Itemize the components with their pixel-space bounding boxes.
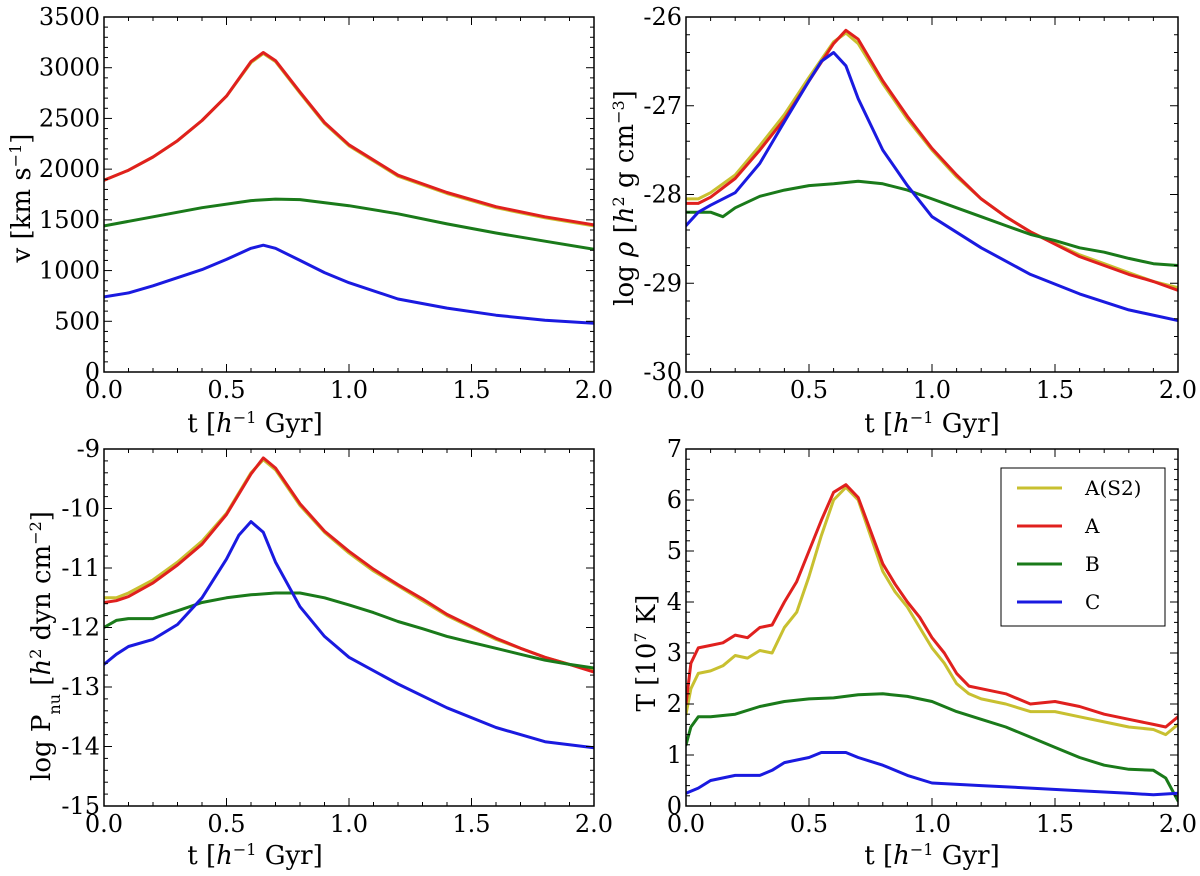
- legend-label-a-s2: A(S2): [1084, 476, 1141, 500]
- density-y-tick-label: -29: [643, 269, 682, 297]
- panel-temperature: 0.0 0.5 1.0 1.5 2.0 0 1 2 3 4 5 6 7 t [h−1 Gyr] T [1…: [631, 435, 1198, 871]
- temperature-y-tick-label: 1: [667, 741, 682, 769]
- panel-pressure: 0.0 0.5 1.0 1.5 2.0 -15 -14 -13 -12 -11 -10 -9 t [h…: [26, 435, 614, 871]
- velocity-y-tick-label: 3000: [39, 54, 100, 82]
- temperature-series-b-line: [686, 692, 1178, 803]
- density-series: [686, 28, 1178, 322]
- temperature-x-tick-label: 0.0: [667, 810, 705, 838]
- density-x-tick-label: 2.0: [1159, 376, 1197, 404]
- velocity-y-tick-label: 0: [85, 358, 100, 386]
- temperature-y-tick-label: 3: [667, 639, 682, 667]
- pressure-y-tick-label: -15: [61, 792, 100, 820]
- velocity-series-a-line: [104, 51, 594, 227]
- velocity-y-tick-label: 500: [54, 307, 100, 335]
- pressure-y-tick-label: -12: [61, 614, 100, 642]
- temperature-x-axis-label: t [h−1 Gyr]: [864, 840, 1000, 872]
- density-series-b-line: [686, 179, 1178, 267]
- velocity-x-tick-label: 2.0: [575, 376, 613, 404]
- density-y-tick-label: -26: [643, 3, 682, 31]
- density-x-tick-label: 0.0: [667, 376, 705, 404]
- density-y-tick-label: -30: [643, 358, 682, 386]
- temperature-series-a-s2-line: [686, 485, 1178, 737]
- temperature-y-tick-label: 6: [667, 486, 682, 514]
- pressure-series: [104, 456, 594, 750]
- density-plot-frame: [685, 16, 1179, 373]
- density-x-tick-label: 1.5: [1036, 376, 1074, 404]
- temperature-x-tick-label: 0.5: [790, 810, 828, 838]
- density-y-axis-label: log ρ [h2 g cm−3]: [609, 90, 641, 306]
- legend-label-a: A: [1084, 514, 1100, 538]
- pressure-y-tick-label: -13: [61, 673, 100, 701]
- pressure-x-tick-label: 0.5: [207, 810, 245, 838]
- temperature-series-a-line: [686, 483, 1178, 729]
- temperature-plot-frame: [685, 448, 1179, 807]
- velocity-x-tick-label: 1.0: [330, 376, 368, 404]
- velocity-y-axis-label: v [km s−1]: [6, 134, 38, 264]
- pressure-x-tick-label: 0.0: [85, 810, 123, 838]
- velocity-series-b-line: [104, 197, 594, 251]
- density-series-c-line: [686, 51, 1178, 322]
- velocity-series: [104, 51, 594, 325]
- pressure-y-tick-label: -14: [61, 733, 100, 761]
- temperature-y-tick-label: 7: [667, 435, 682, 463]
- velocity-x-tick-label: 1.5: [452, 376, 490, 404]
- pressure-series-b-line: [104, 591, 594, 670]
- density-x-tick-label: 1.0: [913, 376, 951, 404]
- pressure-y-axis-label: log Pnu [h2 dyn cm−2]: [26, 511, 64, 781]
- pressure-ticks: 0.0 0.5 1.0 1.5 2.0 -15 -14 -13 -12 -11 -10 -9: [61, 435, 613, 838]
- legend-box: [1000, 467, 1166, 627]
- density-series-a-s2-line: [686, 31, 1178, 290]
- panel-velocity: 0.0 0.5 1.0 1.5 2.0 0 500 1000 1500 2000 2500 3000 3…: [6, 3, 614, 439]
- velocity-x-tick-label: 0.0: [85, 376, 123, 404]
- legend-label-b: B: [1085, 552, 1100, 576]
- pressure-series-a-line: [104, 456, 594, 674]
- density-x-axis-label: t [h−1 Gyr]: [864, 408, 1000, 440]
- velocity-ticks: 0.0 0.5 1.0 1.5 2.0 0 500 1000 1500 2000 2500 3000 3…: [39, 3, 613, 404]
- temperature-y-tick-label: 0: [667, 792, 682, 820]
- temperature-y-tick-label: 4: [667, 588, 682, 616]
- velocity-x-tick-label: 0.5: [207, 376, 245, 404]
- temperature-x-tick-label: 1.0: [913, 810, 951, 838]
- temperature-y-tick-label: 5: [667, 537, 682, 565]
- temperature-x-tick-label: 2.0: [1159, 810, 1197, 838]
- velocity-y-tick-label: 3500: [39, 3, 100, 31]
- density-y-tick-label: -28: [643, 181, 682, 209]
- temperature-legend: A(S2) A B C: [1000, 467, 1166, 627]
- legend-label-c: C: [1085, 590, 1100, 614]
- pressure-y-tick-label: -11: [61, 554, 100, 582]
- temperature-x-tick-label: 1.5: [1036, 810, 1074, 838]
- velocity-y-tick-label: 1500: [39, 206, 100, 234]
- velocity-y-tick-label: 1000: [39, 257, 100, 285]
- temperature-y-tick-label: 2: [667, 690, 682, 718]
- pressure-y-tick-label: -10: [61, 495, 100, 523]
- velocity-x-axis-label: t [h−1 Gyr]: [187, 408, 323, 440]
- pressure-plot-frame: [103, 448, 595, 807]
- pressure-x-axis-label: t [h−1 Gyr]: [187, 840, 323, 872]
- pressure-y-tick-label: -9: [77, 435, 100, 463]
- temperature-series: [686, 483, 1178, 803]
- pressure-series-c-line: [104, 520, 594, 750]
- velocity-plot-frame: [103, 16, 595, 373]
- density-y-tick-label: -27: [643, 92, 682, 120]
- pressure-x-tick-label: 2.0: [575, 810, 613, 838]
- velocity-y-tick-label: 2000: [39, 155, 100, 183]
- velocity-series-c-line: [104, 243, 594, 325]
- temperature-series-c-line: [686, 751, 1178, 797]
- density-x-tick-label: 0.5: [790, 376, 828, 404]
- density-series-a-line: [686, 28, 1178, 292]
- panel-density: 0.0 0.5 1.0 1.5 2.0 -30 -29 -28 -27 -26 t [h−1 Gy…: [609, 3, 1198, 439]
- pressure-x-tick-label: 1.0: [330, 810, 368, 838]
- temperature-y-axis-label: T [107 K]: [631, 595, 663, 712]
- velocity-y-tick-label: 2500: [39, 104, 100, 132]
- pressure-x-tick-label: 1.5: [452, 810, 490, 838]
